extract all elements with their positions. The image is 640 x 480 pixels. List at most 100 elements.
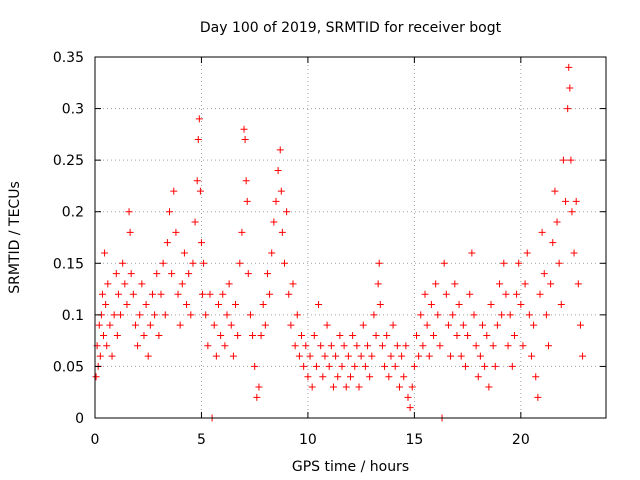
data-point — [536, 290, 544, 298]
data-point — [253, 393, 261, 401]
data-point — [113, 331, 121, 339]
data-point — [567, 156, 575, 164]
data-point — [325, 362, 333, 370]
data-point — [189, 259, 197, 267]
data-point — [270, 218, 278, 226]
data-point — [408, 383, 416, 391]
data-point — [564, 105, 572, 113]
data-point — [251, 362, 259, 370]
y-tick-label: 0.1 — [62, 308, 84, 324]
data-point — [321, 352, 329, 360]
data-point — [103, 342, 111, 350]
data-point — [153, 270, 161, 278]
data-point — [146, 321, 154, 329]
data-point — [289, 280, 297, 288]
data-point — [236, 259, 244, 267]
points-layer — [92, 63, 587, 422]
data-point — [504, 342, 512, 350]
data-point — [199, 290, 207, 298]
data-point — [134, 342, 142, 350]
data-point — [449, 311, 457, 319]
data-point — [538, 228, 546, 236]
data-point — [155, 331, 163, 339]
x-tick-label: 10 — [299, 432, 317, 448]
data-point — [359, 321, 367, 329]
data-point — [170, 187, 178, 195]
data-point — [214, 301, 222, 309]
data-point — [500, 259, 508, 267]
data-point — [568, 208, 576, 216]
data-point — [555, 259, 563, 267]
data-point — [96, 352, 104, 360]
data-point — [368, 352, 376, 360]
chart-title: Day 100 of 2019, SRMTID for receiver bog… — [200, 20, 502, 36]
data-point — [319, 373, 327, 381]
data-point — [148, 290, 156, 298]
data-point — [138, 280, 146, 288]
y-tick-label: 0.2 — [62, 205, 84, 221]
data-point — [317, 342, 325, 350]
data-point — [92, 373, 100, 381]
data-point — [400, 373, 408, 381]
data-point — [157, 290, 165, 298]
data-point — [306, 352, 314, 360]
data-point — [496, 280, 504, 288]
data-point — [176, 321, 184, 329]
data-point — [551, 187, 559, 195]
data-point — [114, 290, 122, 298]
data-point — [178, 280, 186, 288]
data-point — [470, 311, 478, 319]
data-point — [406, 404, 414, 412]
data-point — [364, 342, 372, 350]
data-point — [562, 197, 570, 205]
y-tick-label: 0.15 — [53, 256, 84, 272]
data-point — [419, 342, 427, 350]
data-point — [459, 321, 467, 329]
y-tick-label: 0.3 — [62, 102, 84, 118]
data-point — [127, 270, 135, 278]
data-point — [206, 290, 214, 298]
data-point — [100, 331, 108, 339]
data-point — [559, 156, 567, 164]
data-point — [242, 177, 250, 185]
data-point — [193, 177, 201, 185]
data-point — [195, 115, 203, 123]
data-point — [161, 311, 169, 319]
data-point — [413, 331, 421, 339]
data-point — [212, 352, 220, 360]
data-point — [493, 321, 501, 329]
data-point — [347, 373, 354, 381]
data-point — [508, 362, 516, 370]
data-point — [110, 311, 118, 319]
data-point — [402, 342, 410, 350]
data-point — [310, 331, 318, 339]
data-point — [295, 352, 303, 360]
data-point — [243, 197, 251, 205]
data-point — [112, 270, 120, 278]
data-point — [381, 362, 389, 370]
data-point — [517, 301, 525, 309]
data-point — [104, 280, 112, 288]
data-point — [506, 311, 514, 319]
data-point — [349, 331, 357, 339]
x-tick-label: 20 — [512, 432, 530, 448]
data-point — [300, 362, 308, 370]
data-point — [491, 362, 499, 370]
data-point — [510, 331, 518, 339]
data-point — [387, 352, 395, 360]
y-axis-title: SRMTID / TECUs — [7, 181, 23, 294]
data-point — [385, 373, 393, 381]
data-point — [246, 311, 254, 319]
data-point — [549, 239, 557, 247]
x-tick-label: 0 — [91, 432, 100, 448]
data-point — [174, 290, 182, 298]
data-point — [545, 342, 553, 350]
data-point — [272, 197, 280, 205]
data-point — [532, 373, 540, 381]
data-point — [298, 331, 306, 339]
data-point — [255, 383, 263, 391]
data-point — [119, 259, 127, 267]
data-point — [485, 383, 493, 391]
data-point — [366, 373, 374, 381]
